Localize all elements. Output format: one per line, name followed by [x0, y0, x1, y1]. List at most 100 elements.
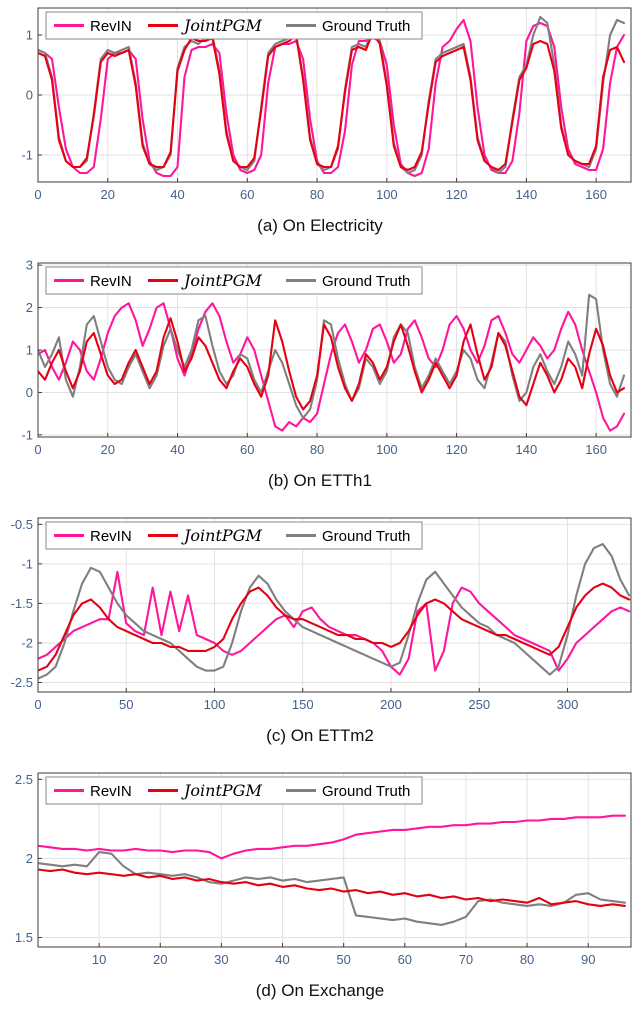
panel-ettm2: 0 50 100 150 200 250 300 -2.5 -2 -1.5 -1 -0.5 RevIN J… — [0, 513, 640, 746]
y-tick-label: 0 — [26, 88, 33, 103]
series-group — [38, 814, 626, 926]
legend-label: Ground Truth — [322, 783, 410, 800]
axes-box — [37, 517, 632, 693]
legend-entry-revin: RevIN — [54, 18, 132, 35]
legend-entry-revin: RevIN — [54, 273, 132, 290]
series-line-ground-truth — [38, 293, 626, 419]
legend-entry-revin: RevIN — [54, 783, 132, 800]
tick-marks — [37, 523, 568, 692]
x-tick-label: 20 — [153, 952, 167, 967]
legend-label: JointPGM — [181, 271, 262, 290]
x-tick-label: 150 — [292, 697, 314, 712]
legend-label: RevIN — [90, 528, 132, 545]
legend-entry-ground-truth: Ground Truth — [286, 528, 410, 545]
electricity-chart: 0 20 40 60 80 100 120 140 160 -1 0 1 RevIN JointPGM Gr… — [21, 7, 632, 203]
series-group — [38, 293, 626, 432]
x-tick-label: 50 — [119, 697, 133, 712]
x-tick-label: 40 — [170, 187, 184, 202]
tick-labels: 0 50 100 150 200 250 300 -2.5 -2 -1.5 -1 -0.5 — [11, 517, 579, 712]
x-tick-label: 60 — [240, 442, 254, 457]
legend: RevIN JointPGM Ground Truth — [45, 266, 423, 295]
y-tick-label: 0 — [26, 385, 33, 400]
y-tick-label: -2.5 — [11, 675, 33, 690]
legend-label: JointPGM — [181, 781, 262, 800]
axes-box — [37, 772, 632, 948]
x-tick-label: 0 — [34, 187, 41, 202]
caption-ettm2: (c) On ETTm2 — [266, 726, 374, 745]
x-tick-label: 200 — [380, 697, 402, 712]
y-tick-label: 2 — [26, 851, 33, 866]
series-group — [38, 15, 626, 178]
x-tick-label: 80 — [310, 187, 324, 202]
x-tick-label: 0 — [34, 442, 41, 457]
x-tick-label: 40 — [170, 442, 184, 457]
legend-entry-jointpgm: JointPGM — [148, 781, 262, 800]
y-tick-label: -2 — [21, 635, 33, 650]
legend-entry-jointpgm: JointPGM — [148, 271, 262, 290]
legend-entry-revin: RevIN — [54, 528, 132, 545]
x-tick-label: 0 — [34, 697, 41, 712]
tick-labels: 10 20 30 40 50 60 70 80 90 1.5 2 2.5 — [15, 772, 596, 967]
y-tick-label: 1.5 — [15, 930, 33, 945]
x-tick-label: 30 — [214, 952, 228, 967]
y-tick-label: 2 — [26, 300, 33, 315]
caption-electricity: (a) On Electricity — [257, 216, 383, 235]
x-tick-label: 100 — [376, 442, 398, 457]
tick-marks — [37, 264, 597, 437]
y-tick-label: -1 — [21, 556, 33, 571]
legend: RevIN JointPGM Ground Truth — [45, 776, 423, 805]
tick-marks — [38, 778, 589, 947]
x-tick-label: 100 — [204, 697, 226, 712]
x-tick-label: 250 — [468, 697, 490, 712]
y-tick-label: -1 — [21, 427, 33, 442]
legend-label: RevIN — [90, 783, 132, 800]
legend-label: RevIN — [90, 273, 132, 290]
y-tick-label: -1.5 — [11, 596, 33, 611]
x-tick-label: 70 — [459, 952, 473, 967]
panel-electricity: 0 20 40 60 80 100 120 140 160 -1 0 1 RevIN JointPGM Gr… — [0, 3, 640, 236]
legend-entry-ground-truth: Ground Truth — [286, 783, 410, 800]
x-tick-label: 160 — [585, 187, 607, 202]
series-group — [38, 543, 631, 680]
x-tick-label: 300 — [557, 697, 579, 712]
y-tick-label: 1 — [26, 28, 33, 43]
series-line-jointpgm — [38, 317, 626, 411]
legend-entry-ground-truth: Ground Truth — [286, 273, 410, 290]
y-tick-label: -1 — [21, 148, 33, 163]
caption-etth1: (b) On ETTh1 — [268, 471, 372, 490]
x-tick-label: 20 — [101, 442, 115, 457]
x-tick-label: 10 — [92, 952, 106, 967]
figure: 0 20 40 60 80 100 120 140 160 -1 0 1 RevIN JointPGM Gr… — [0, 3, 640, 1001]
legend: RevIN JointPGM Ground Truth — [45, 521, 423, 550]
exchange-chart: 10 20 30 40 50 60 70 80 90 1.5 2 2.5 RevIN JointPGM Gr… — [15, 772, 632, 967]
legend-label: RevIN — [90, 18, 132, 35]
x-tick-label: 60 — [240, 187, 254, 202]
x-tick-label: 90 — [581, 952, 595, 967]
x-tick-label: 20 — [101, 187, 115, 202]
series-line-jointpgm — [38, 868, 626, 907]
legend-entry-jointpgm: JointPGM — [148, 16, 262, 35]
series-line-revin — [38, 18, 626, 178]
legend-label: Ground Truth — [322, 18, 410, 35]
series-line-ground-truth — [38, 543, 631, 680]
ettm2-chart: 0 50 100 150 200 250 300 -2.5 -2 -1.5 -1 -0.5 RevIN J… — [11, 517, 632, 712]
legend-label: JointPGM — [181, 526, 262, 545]
y-tick-label: 3 — [26, 258, 33, 273]
y-tick-label: 2.5 — [15, 772, 33, 787]
tick-labels: 0 20 40 60 80 100 120 140 160 -1 0 1 — [21, 28, 607, 203]
series-line-jointpgm — [38, 30, 626, 172]
y-tick-label: -0.5 — [11, 517, 33, 532]
legend-entry-jointpgm: JointPGM — [148, 526, 262, 545]
series-line-jointpgm — [38, 582, 631, 672]
panel-exchange: 10 20 30 40 50 60 70 80 90 1.5 2 2.5 RevIN JointPGM Gr… — [0, 768, 640, 1001]
x-tick-label: 140 — [516, 187, 538, 202]
panel-etth1: 0 20 40 60 80 100 120 140 160 -1 0 1 2 3 RevIN JointPGM… — [0, 258, 640, 491]
series-line-revin — [38, 302, 626, 432]
grid — [37, 263, 631, 437]
x-tick-label: 140 — [516, 442, 538, 457]
tick-marks — [37, 34, 597, 182]
x-tick-label: 50 — [336, 952, 350, 967]
legend-label: JointPGM — [181, 16, 262, 35]
legend-label: Ground Truth — [322, 273, 410, 290]
